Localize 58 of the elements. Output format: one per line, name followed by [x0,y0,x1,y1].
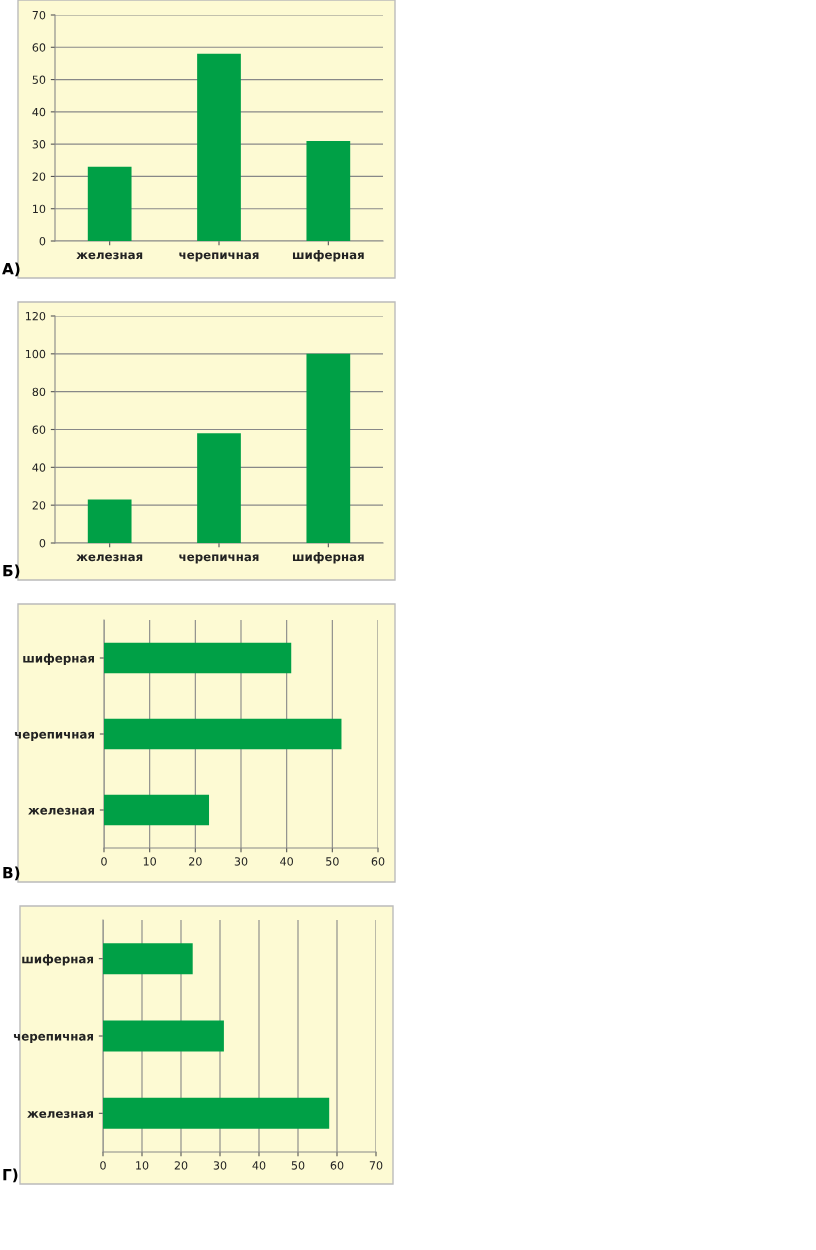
bar [306,353,351,543]
y-tick-label: 40 [32,463,46,472]
text: А) [2,262,20,277]
y-tick-label: 20 [32,501,46,510]
x-tick-label: 20 [189,857,202,866]
x-tick-label: 20 [174,1161,188,1170]
x-tick-label: 60 [371,857,385,866]
x-tick-label: железная [76,252,143,260]
x-tick-label: железная [76,554,143,562]
y-tick-label: 60 [32,425,46,434]
bar [103,1020,224,1052]
y-tick-label: шиферная [22,954,93,966]
y-tick-label: 80 [32,387,46,397]
bar [104,794,210,826]
bar [87,166,132,241]
x-tick-label: 0 [101,857,107,866]
y-tick-label: железная [28,807,94,815]
y-tick-label: 20 [32,172,46,181]
y-tick-label: шиферная [23,653,94,665]
y-tick-label: 0 [39,538,46,548]
y-tick-label: железная [27,1111,93,1118]
bar [87,499,132,543]
x-tick-label: 60 [330,1161,344,1170]
y-tick-label: 50 [32,75,46,84]
bar [103,943,193,975]
y-tick-label: черепичная [13,1033,93,1043]
x-tick-label: шиферная [292,552,364,564]
x-tick-label: 70 [369,1161,383,1170]
x-tick-label: 10 [136,1161,149,1170]
y-tick-label: 10 [33,204,46,214]
y-tick-label: 120 [25,311,46,321]
x-tick-label: 30 [213,1161,227,1170]
x-tick-label: 50 [326,857,339,866]
x-tick-label: 30 [234,857,248,866]
y-tick-label: 30 [32,140,46,149]
bar [104,718,342,750]
y-tick-label: черепичная [14,731,94,741]
x-tick-label: 40 [252,1161,266,1170]
y-tick-label: 40 [32,107,46,117]
bar [103,1097,330,1129]
bar [306,140,351,241]
x-tick-label: шиферная [292,250,364,262]
x-tick-label: черепичная [179,554,259,564]
text: Г) [3,1168,18,1183]
x-tick-label: черепичная [179,252,259,262]
y-tick-label: 0 [39,236,46,246]
text: В) [3,866,20,881]
x-tick-label: 50 [291,1161,305,1170]
y-tick-label: 60 [32,43,46,52]
x-tick-label: 40 [280,857,293,866]
y-tick-label: 100 [25,349,46,359]
bar [197,53,241,241]
x-tick-label: 10 [143,857,156,866]
bar [104,642,292,674]
bar [197,433,241,543]
y-tick-label: 70 [32,10,46,20]
text: Б) [3,564,20,579]
x-tick-label: 0 [100,1161,106,1170]
